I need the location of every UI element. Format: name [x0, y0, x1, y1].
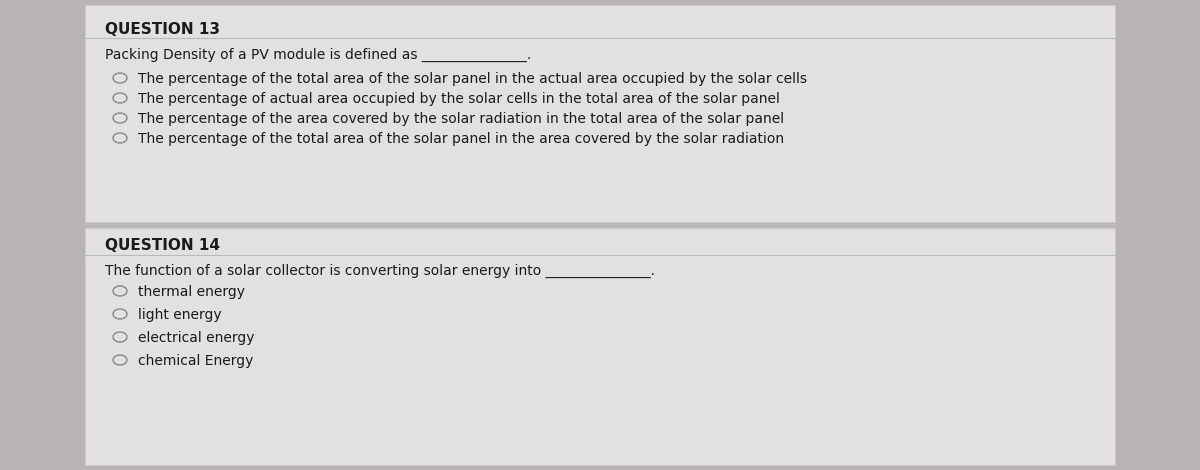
Text: Packing Density of a PV module is defined as _______________.: Packing Density of a PV module is define…: [106, 48, 532, 62]
FancyBboxPatch shape: [85, 5, 1115, 222]
FancyBboxPatch shape: [85, 228, 1115, 465]
Text: QUESTION 14: QUESTION 14: [106, 238, 220, 253]
Text: The percentage of the total area of the solar panel in the actual area occupied : The percentage of the total area of the …: [138, 72, 808, 86]
Text: The function of a solar collector is converting solar energy into ______________: The function of a solar collector is con…: [106, 264, 655, 278]
Text: The percentage of the total area of the solar panel in the area covered by the s: The percentage of the total area of the …: [138, 132, 784, 146]
Text: The percentage of actual area occupied by the solar cells in the total area of t: The percentage of actual area occupied b…: [138, 92, 780, 106]
Text: The percentage of the area covered by the solar radiation in the total area of t: The percentage of the area covered by th…: [138, 112, 784, 126]
Text: light energy: light energy: [138, 308, 222, 322]
Text: electrical energy: electrical energy: [138, 331, 254, 345]
Text: QUESTION 13: QUESTION 13: [106, 22, 220, 37]
Text: chemical Energy: chemical Energy: [138, 354, 253, 368]
Text: thermal energy: thermal energy: [138, 285, 245, 299]
